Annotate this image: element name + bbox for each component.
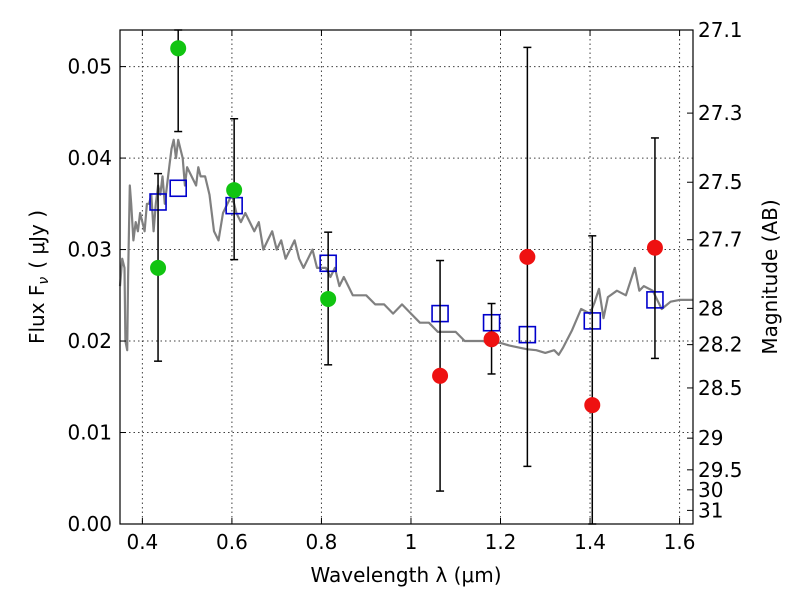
mag-tick-label: 30 <box>698 478 723 502</box>
non-detection-point <box>432 367 449 384</box>
non-detection-point <box>483 331 500 348</box>
x-tick-label: 1.2 <box>485 530 517 554</box>
mag-tick-label: 27.7 <box>698 228 743 252</box>
non-detection-point <box>584 397 601 414</box>
y-axis-title-unit: ( μJy ) <box>25 210 49 269</box>
mag-tick-label: 28.2 <box>698 333 743 357</box>
gridlines <box>120 30 693 525</box>
y-tick-label: 0.01 <box>67 421 112 445</box>
plot-frame <box>119 29 694 525</box>
y-axis-title: Flux Fν ( μJy ) <box>25 210 52 344</box>
y-axis-title-main: Flux F <box>25 285 49 344</box>
mag-tick-label: 28 <box>698 296 723 320</box>
y-tick-label: 0.00 <box>67 512 112 536</box>
right-axis-title: Magnitude (AB) <box>758 199 782 354</box>
model-photometry-square <box>169 179 187 198</box>
x-tick-label: 1.4 <box>574 530 606 554</box>
detection-point <box>320 290 337 307</box>
x-tick-label: 1 <box>405 530 418 554</box>
mag-tick-label: 27.3 <box>698 101 743 125</box>
model-spectrum-line <box>118 138 693 356</box>
x-tick-label: 0.6 <box>216 530 248 554</box>
y-axis-title-sub: ν <box>36 277 52 285</box>
x-tick-label: 0.4 <box>126 530 158 554</box>
mag-tick-label: 27.5 <box>698 170 743 194</box>
detection-point <box>226 182 243 199</box>
mag-tick-label: 28.5 <box>698 376 743 400</box>
x-tick-label: 1.6 <box>664 530 696 554</box>
mag-tick-label: 29 <box>698 426 723 450</box>
x-tick-label: 0.8 <box>306 530 338 554</box>
svg-text:Flux Fν( μJy ): Flux Fν ( μJy ) <box>25 210 52 344</box>
y-tick-label: 0.03 <box>67 238 112 262</box>
y-tick-label: 0.02 <box>67 329 112 353</box>
mag-tick-label: 31 <box>698 498 723 522</box>
y-tick-label: 0.05 <box>67 55 112 79</box>
mag-tick-label: 27.1 <box>698 18 743 42</box>
x-axis-title: Wavelength λ (μm) <box>310 563 501 587</box>
plot-area <box>118 29 693 525</box>
mag-tick-label: 29.5 <box>698 458 743 482</box>
y-tick-label: 0.04 <box>67 146 112 170</box>
detection-point <box>150 259 167 276</box>
non-detection-point <box>519 248 536 265</box>
axis-ticks: 0.4 0.6 0.8 1 1.2 1.4 1.6 0.00 0.01 0.02 0.03 0.04 0… <box>67 18 742 554</box>
non-detection-point <box>646 239 663 256</box>
detection-point <box>170 40 187 57</box>
